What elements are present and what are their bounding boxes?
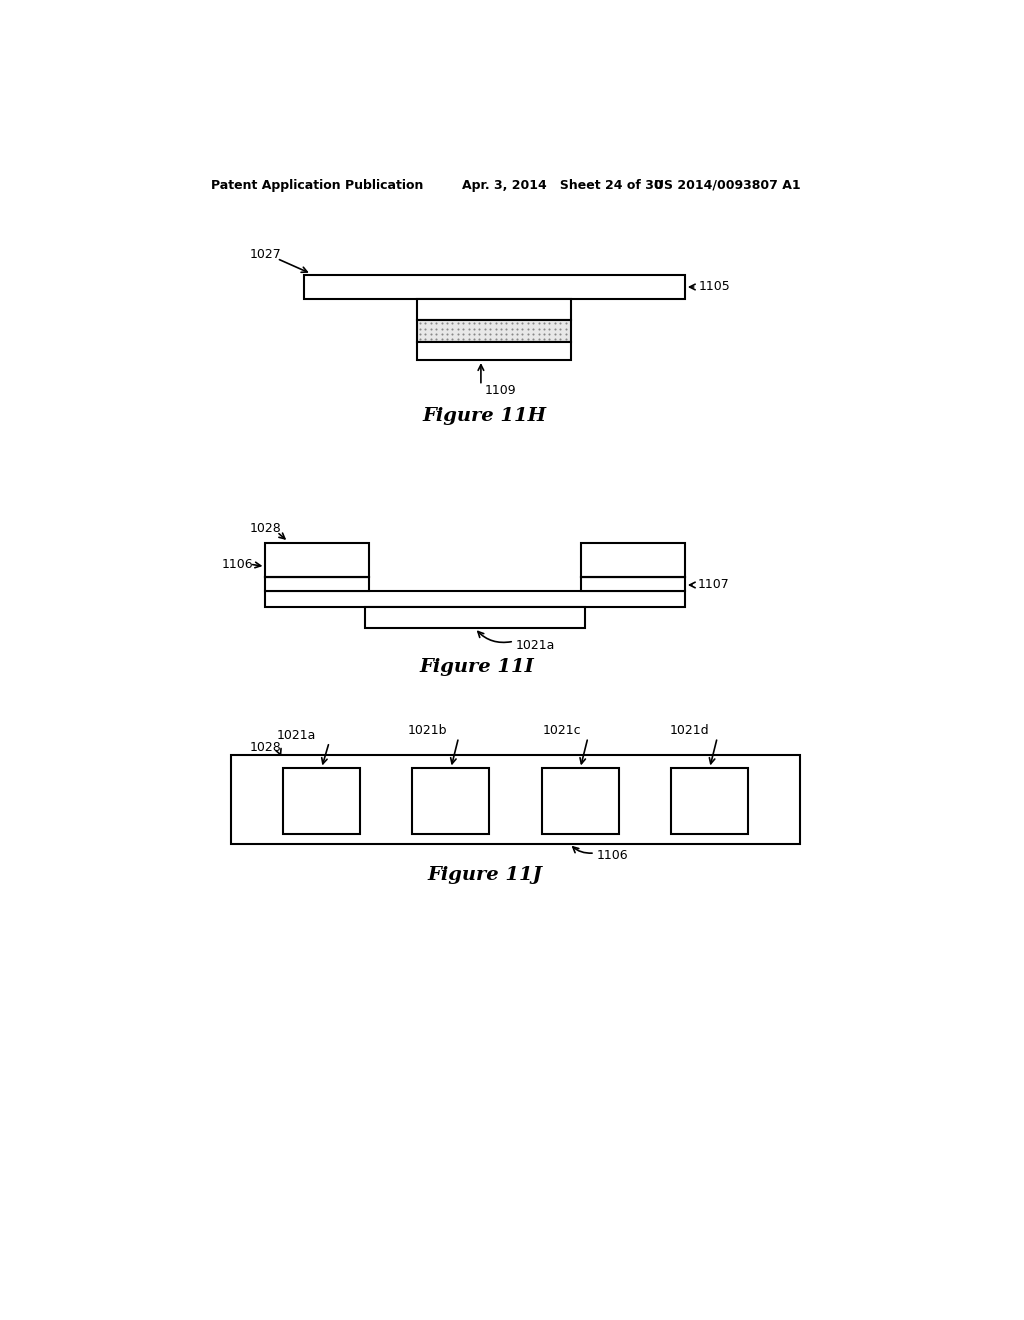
- Bar: [283, 768, 360, 834]
- Text: 1106: 1106: [596, 849, 628, 862]
- Bar: [304, 276, 685, 298]
- Text: Patent Application Publication: Patent Application Publication: [211, 178, 424, 191]
- Bar: [671, 768, 749, 834]
- Text: 1027: 1027: [250, 248, 282, 261]
- Text: 1021d: 1021d: [670, 725, 710, 738]
- Text: Figure 11H: Figure 11H: [423, 408, 547, 425]
- Bar: [542, 768, 618, 834]
- Text: 1021a: 1021a: [515, 639, 555, 652]
- Bar: [417, 321, 571, 342]
- Bar: [417, 298, 571, 321]
- Text: Apr. 3, 2014   Sheet 24 of 30: Apr. 3, 2014 Sheet 24 of 30: [462, 178, 663, 191]
- Bar: [265, 591, 685, 607]
- Text: Figure 11I: Figure 11I: [420, 657, 535, 676]
- Text: 1028: 1028: [250, 741, 282, 754]
- Bar: [230, 755, 801, 843]
- Text: 1021c: 1021c: [543, 725, 582, 738]
- Text: 1109: 1109: [484, 384, 516, 397]
- Text: 1021a: 1021a: [276, 729, 316, 742]
- Bar: [366, 607, 585, 628]
- Bar: [265, 544, 370, 577]
- Bar: [417, 342, 571, 360]
- Text: 1021b: 1021b: [408, 725, 447, 738]
- Text: Figure 11J: Figure 11J: [427, 866, 542, 883]
- Text: 1107: 1107: [697, 578, 729, 591]
- Text: 1105: 1105: [698, 280, 730, 293]
- Text: 1028: 1028: [250, 521, 282, 535]
- Text: 1106: 1106: [221, 557, 253, 570]
- Bar: [413, 768, 489, 834]
- Bar: [581, 544, 685, 577]
- Bar: [265, 577, 370, 591]
- Text: US 2014/0093807 A1: US 2014/0093807 A1: [654, 178, 801, 191]
- Bar: [581, 577, 685, 591]
